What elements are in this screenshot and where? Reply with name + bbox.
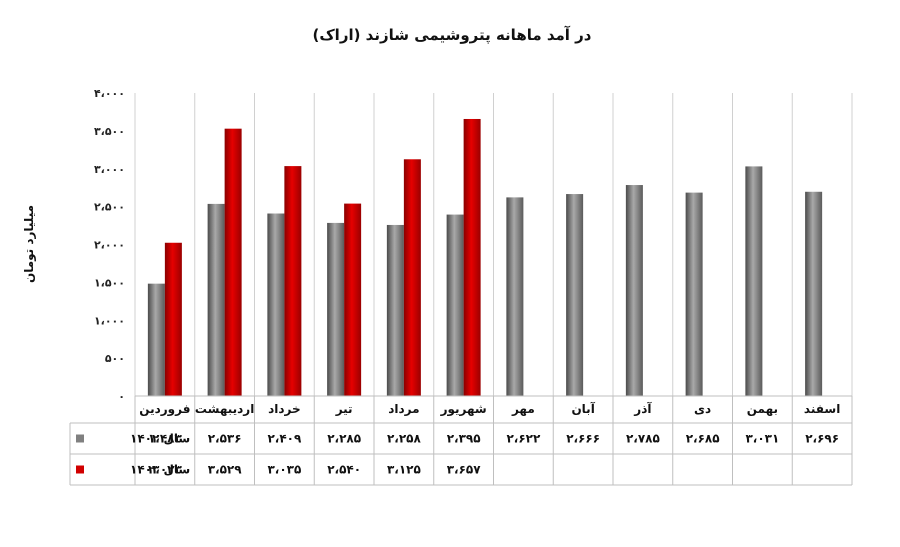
category-label: آبان	[571, 401, 595, 416]
legend-key-series-1402	[76, 434, 84, 443]
bar-series-1403	[403, 159, 421, 396]
data-cell: ۲،۶۶۶	[566, 432, 600, 446]
data-cell: ۳،۰۳۵	[267, 463, 301, 477]
grid: ۰ ۵۰۰ ۱،۰۰۰ ۱،۵۰۰ ۲،۰۰۰ ۲،۵۰۰ ۳،۰۰۰ ۳،۵۰۰ ۴،۰۰۰	[94, 87, 853, 403]
legend-key-series-1403	[76, 465, 84, 474]
y-tick-label: ۴،۰۰۰	[94, 87, 125, 100]
legend-label-series-1403: سال ۱۴۰۳	[130, 463, 190, 477]
y-tick-label: ۱،۵۰۰	[94, 276, 125, 289]
category-label: اردیبهشت	[195, 402, 254, 416]
data-cell: ۲،۲۵۸	[387, 432, 422, 446]
bar-series-1402	[147, 283, 165, 396]
bar-series-1402	[506, 197, 524, 396]
data-cell: ۲،۲۸۵	[327, 432, 361, 446]
data-cell: ۳،۶۵۷	[447, 463, 482, 477]
data-cell: ۲،۵۳۶	[208, 432, 242, 446]
bar-series-1403	[164, 242, 182, 396]
bar-series-1402	[625, 185, 643, 396]
y-tick-label: ۱،۰۰۰	[94, 314, 125, 327]
data-cell: ۳،۵۲۹	[208, 463, 243, 477]
category-label: فروردین	[139, 402, 190, 417]
category-label: خرداد	[268, 402, 301, 416]
data-cell: ۳،۱۲۵	[387, 463, 421, 477]
bar-series-1403	[284, 166, 302, 396]
data-cell: ۲،۴۰۹	[267, 432, 302, 446]
bar-series-1403	[344, 203, 362, 396]
bar-series-1402	[207, 203, 225, 396]
chart-title: در آمد ماهانه پتروشیمی شازند (اراک)	[312, 26, 591, 45]
bar-series-1402	[386, 224, 404, 396]
bar-series-1402	[685, 192, 703, 396]
bar-series-1402	[446, 214, 464, 396]
y-tick-label: ۳،۵۰۰	[94, 125, 125, 138]
data-table: فروردین اردیبهشت خرداد تیر مرداد شهریور مهر آبا…	[69, 395, 853, 486]
bars	[147, 118, 823, 397]
bar-series-1402	[745, 166, 763, 396]
y-tick-label: ۲،۰۰۰	[94, 239, 125, 252]
y-tick-label: ۳،۰۰۰	[94, 163, 125, 176]
category-label: مرداد	[388, 402, 419, 416]
bar-series-1402	[327, 222, 345, 396]
bar-series-1403	[463, 118, 481, 397]
legend-label-series-1402: سال ۱۴۰۲	[130, 432, 190, 446]
category-label: شهریور	[440, 402, 487, 417]
bar-series-1402	[267, 213, 285, 396]
category-label: اسفند	[804, 402, 840, 416]
category-label: بهمن	[747, 402, 778, 416]
data-cell: ۱،۴۸۳	[148, 432, 183, 446]
data-cell: ۲،۳۹۵	[447, 432, 481, 446]
data-cell: ۲،۵۴۰	[327, 463, 361, 477]
data-cell: ۲،۷۸۵	[626, 432, 660, 446]
category-label: آذر	[633, 401, 652, 416]
text-layer: در آمد ماهانه پتروشیمی شازند (اراک) میلی…	[22, 26, 592, 283]
category-label: مهر	[511, 402, 535, 416]
data-cell: ۳،۰۳۱	[745, 432, 779, 446]
data-cell: ۲،۶۸۵	[686, 432, 720, 446]
y-tick-label: ۲،۵۰۰	[94, 201, 125, 214]
data-cell: ۲،۶۹۶	[805, 432, 839, 446]
data-cell: ۲،۰۲۳	[148, 463, 183, 477]
y-tick-label: ۰	[118, 390, 125, 403]
bar-series-1402	[805, 191, 823, 396]
y-axis-label: میلیارد تومان	[22, 205, 37, 283]
bar-series-1402	[566, 194, 584, 396]
bar-series-1403	[224, 128, 242, 396]
data-cell: ۲،۶۲۲	[506, 432, 541, 446]
category-label: دی	[694, 402, 711, 416]
y-tick-label: ۵۰۰	[105, 352, 125, 365]
category-label: تیر	[335, 402, 353, 416]
